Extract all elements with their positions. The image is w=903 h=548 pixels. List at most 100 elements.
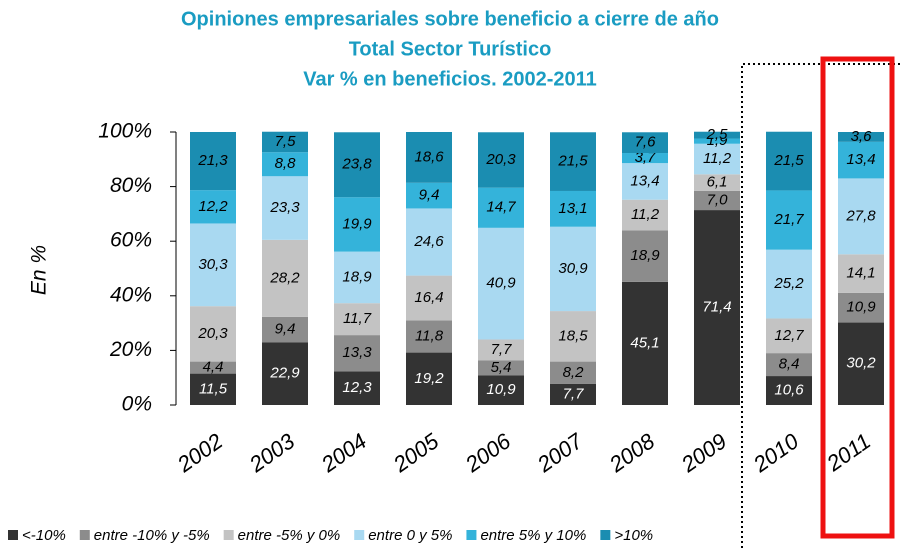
data-label: 3,6 (851, 128, 873, 145)
data-label: 11,8 (415, 327, 444, 344)
data-label: 10,9 (486, 381, 516, 398)
bar-segment (550, 226, 596, 312)
bar-segment (766, 318, 812, 354)
data-label: 40,9 (486, 275, 516, 292)
data-label: 30,9 (558, 260, 588, 277)
data-label: 13,4 (630, 172, 659, 189)
legend-swatch (466, 530, 477, 540)
x-tick-label: 2011 (821, 428, 875, 476)
bar-segment (334, 132, 380, 198)
bar-segment (838, 254, 884, 293)
bar-segment (622, 199, 668, 231)
data-label: 19,2 (414, 370, 444, 387)
bar-segment (334, 251, 380, 304)
bar-segment (190, 373, 236, 405)
bar-segment (406, 275, 452, 321)
bar-segment (262, 131, 308, 153)
legend-label: entre 0 y 5% (368, 527, 452, 544)
bar-segment (694, 143, 740, 175)
bar-segment (694, 210, 740, 405)
y-axis-label: En % (28, 245, 51, 295)
bar-segment (622, 153, 668, 164)
bar-segment (334, 303, 380, 336)
bar-segment (478, 375, 524, 405)
data-label: 30,2 (846, 355, 876, 372)
data-label: 13,3 (342, 344, 372, 361)
data-label: 25,2 (773, 275, 804, 292)
y-tick-label: 20% (109, 338, 152, 361)
data-label: 18,5 (558, 327, 588, 344)
bar-segment (334, 197, 380, 252)
x-tick-label: 2008 (604, 428, 660, 478)
data-label: 7,0 (707, 191, 729, 208)
legend-label: entre -10% y -5% (94, 527, 210, 544)
data-label: 8,8 (275, 155, 297, 172)
data-label: 3,7 (635, 149, 657, 166)
bar-segment (262, 239, 308, 317)
data-label: 45,1 (630, 334, 659, 351)
bar-segment (622, 281, 668, 405)
bar-segment (190, 361, 236, 374)
bar-segment (694, 190, 740, 211)
bar-segment (478, 227, 524, 340)
data-label: 12,2 (198, 198, 228, 215)
data-label: 21,3 (197, 152, 228, 169)
legend-label: entre -5% y 0% (238, 527, 341, 544)
data-label: 20,3 (197, 325, 228, 342)
bar-segment (766, 376, 812, 405)
data-label: 30,3 (198, 256, 228, 273)
bar-segment (406, 182, 452, 209)
chart-title: Var % en beneficios. 2002-2011 (303, 68, 597, 90)
data-label: 5,4 (491, 359, 512, 376)
data-label: 8,4 (779, 356, 800, 373)
data-label: 9,4 (275, 321, 296, 338)
data-label: 23,3 (269, 199, 300, 216)
bar-segment (334, 335, 380, 372)
bar-segment (406, 320, 452, 353)
y-tick-label: 80% (110, 174, 152, 197)
data-label: 12,3 (342, 379, 372, 396)
bar-segment (838, 178, 884, 255)
bar-segment (262, 176, 308, 240)
data-label: 13,1 (558, 200, 587, 217)
data-label: 11,7 (343, 310, 372, 327)
bar-segment (478, 187, 524, 228)
legend-label: >10% (614, 527, 653, 544)
data-label: 23,8 (341, 156, 372, 173)
bar-segment (406, 132, 452, 183)
data-label: 7,6 (635, 134, 657, 151)
x-tick-label: 2009 (676, 428, 731, 477)
legend-label: <-10% (22, 527, 66, 544)
x-tick-label: 2006 (460, 428, 516, 478)
data-label: 13,4 (846, 151, 875, 168)
data-label: 8,2 (563, 364, 585, 381)
bar-segment (478, 132, 524, 188)
bar-segment (838, 132, 884, 142)
y-tick-label: 100% (98, 120, 152, 143)
data-label: 21,5 (557, 153, 588, 170)
data-label: 6,1 (707, 174, 728, 191)
data-label: 18,6 (414, 148, 444, 165)
highlight-box (820, 56, 895, 539)
x-tick-label: 2007 (532, 428, 588, 478)
bar-segment (838, 292, 884, 323)
bar-segment (550, 190, 596, 227)
y-tick-label: 40% (110, 283, 152, 306)
data-label: 16,4 (414, 289, 443, 306)
bar-segment (838, 322, 884, 405)
data-label: 21,7 (773, 211, 804, 228)
data-label: 14,7 (486, 199, 516, 216)
bar-segment (766, 131, 812, 191)
data-label: 20,3 (485, 151, 516, 168)
bar-segment (406, 352, 452, 405)
bar-segment (694, 138, 740, 144)
legend-swatch (600, 530, 611, 540)
data-label: 9,4 (419, 187, 440, 204)
legend-label: entre 5% y 10% (480, 527, 586, 544)
bar-segment (262, 152, 308, 177)
bar-segment (190, 132, 236, 191)
data-label: 11,2 (631, 206, 660, 223)
data-label: 7,7 (563, 385, 585, 402)
data-label: 22,9 (269, 365, 300, 382)
